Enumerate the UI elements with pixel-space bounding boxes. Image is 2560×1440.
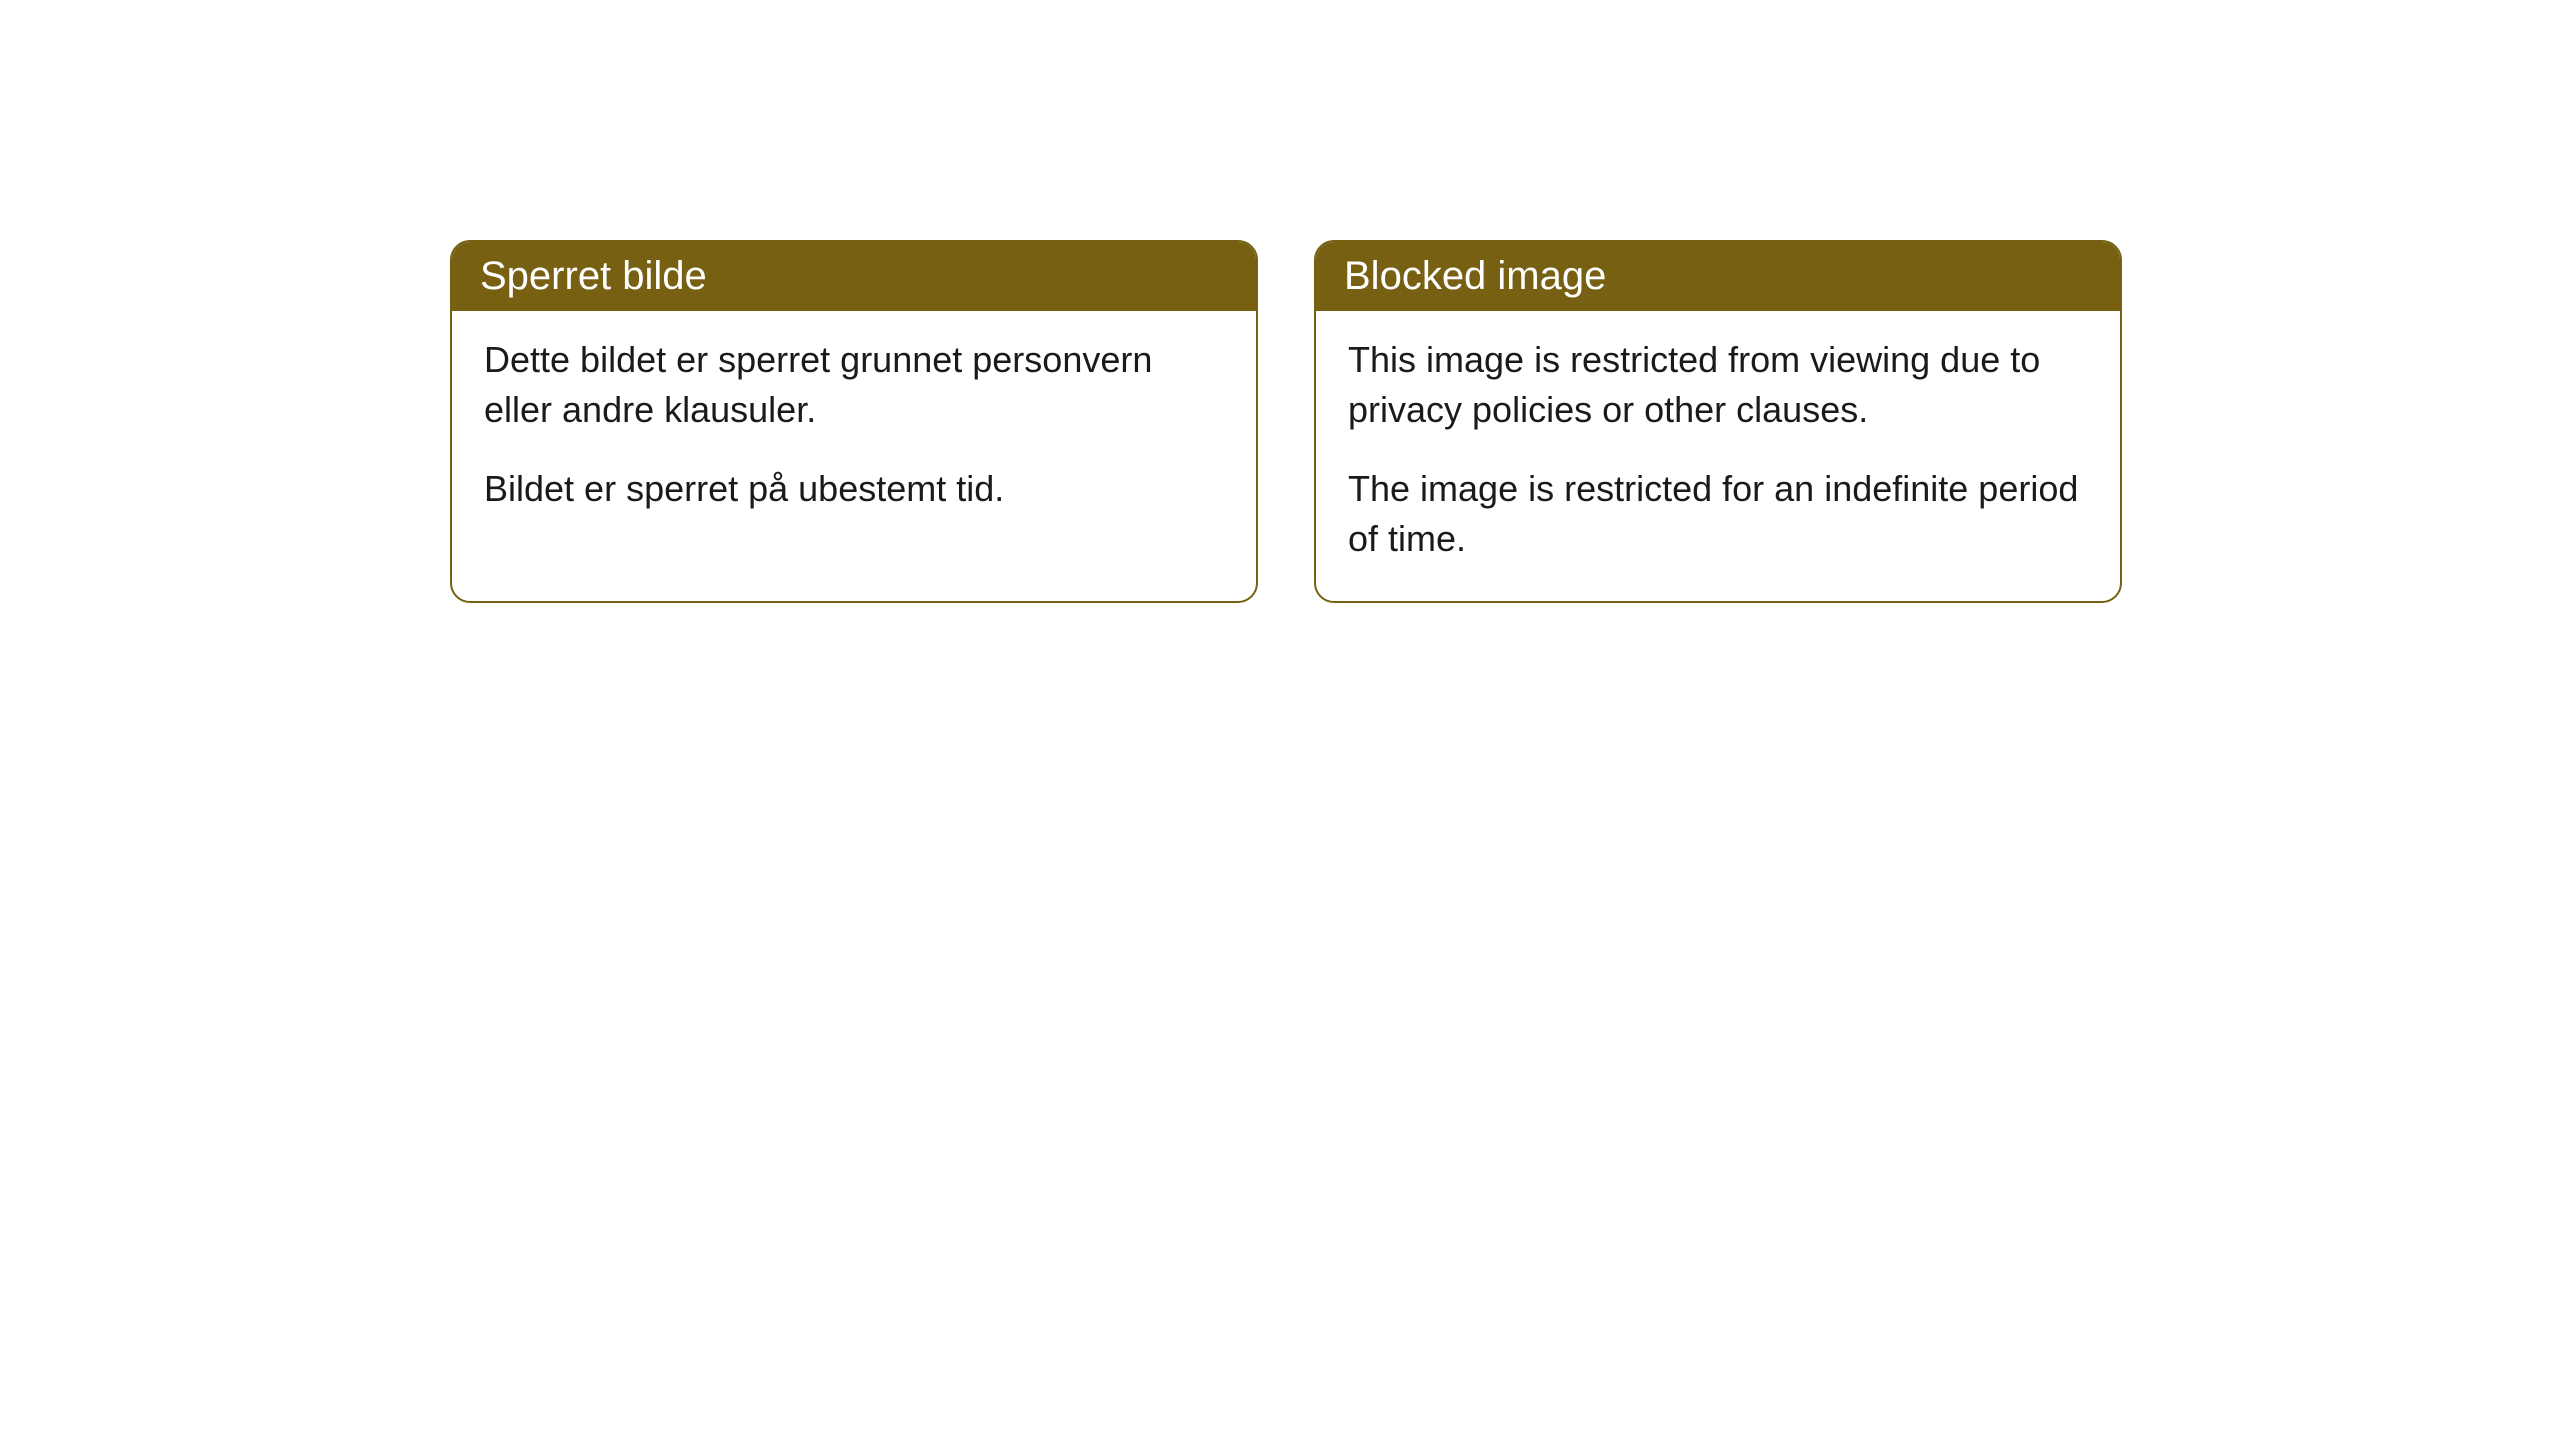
card-title: Sperret bilde — [480, 254, 707, 298]
notice-cards-container: Sperret bilde Dette bildet er sperret gr… — [450, 240, 2122, 603]
card-header-english: Blocked image — [1316, 242, 2120, 311]
card-header-norwegian: Sperret bilde — [452, 242, 1256, 311]
card-title: Blocked image — [1344, 254, 1606, 298]
notice-card-english: Blocked image This image is restricted f… — [1314, 240, 2122, 603]
card-paragraph: The image is restricted for an indefinit… — [1348, 464, 2088, 565]
card-body-norwegian: Dette bildet er sperret grunnet personve… — [452, 311, 1256, 550]
card-paragraph: This image is restricted from viewing du… — [1348, 335, 2088, 436]
notice-card-norwegian: Sperret bilde Dette bildet er sperret gr… — [450, 240, 1258, 603]
card-paragraph: Bildet er sperret på ubestemt tid. — [484, 464, 1224, 514]
card-paragraph: Dette bildet er sperret grunnet personve… — [484, 335, 1224, 436]
card-body-english: This image is restricted from viewing du… — [1316, 311, 2120, 601]
